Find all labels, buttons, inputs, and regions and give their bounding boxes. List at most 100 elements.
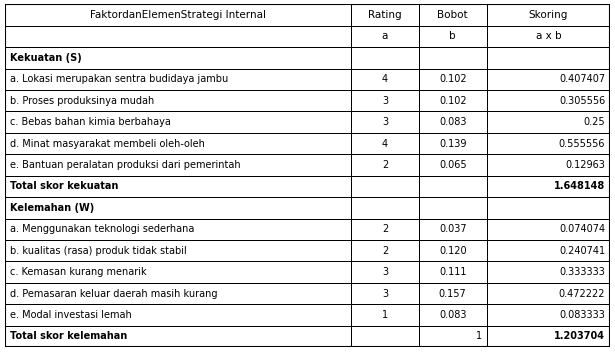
- Text: 0.407407: 0.407407: [559, 74, 605, 84]
- Bar: [5, 197, 351, 219]
- Bar: [486, 4, 610, 26]
- Bar: [351, 197, 419, 219]
- Text: 0.083333: 0.083333: [560, 310, 605, 320]
- Bar: [5, 283, 351, 304]
- Bar: [351, 133, 419, 154]
- Bar: [419, 4, 486, 26]
- Bar: [419, 133, 486, 154]
- Text: 1: 1: [475, 331, 482, 341]
- Bar: [486, 219, 610, 240]
- Bar: [5, 304, 351, 326]
- Bar: [5, 90, 351, 111]
- Text: 4: 4: [382, 138, 388, 148]
- Text: a: a: [382, 31, 388, 41]
- Bar: [5, 326, 351, 347]
- Bar: [5, 26, 351, 47]
- Text: 0.074074: 0.074074: [559, 224, 605, 234]
- Text: 0.102: 0.102: [439, 74, 467, 84]
- Bar: [419, 304, 486, 326]
- Text: 0.240741: 0.240741: [559, 246, 605, 256]
- Bar: [351, 240, 419, 261]
- Bar: [419, 47, 486, 69]
- Bar: [419, 261, 486, 283]
- Text: e. Modal investasi lemah: e. Modal investasi lemah: [10, 310, 132, 320]
- Text: 0.472222: 0.472222: [559, 288, 605, 299]
- Bar: [486, 197, 610, 219]
- Bar: [486, 283, 610, 304]
- Text: 4: 4: [382, 74, 388, 84]
- Bar: [419, 111, 486, 133]
- Text: e. Bantuan peralatan produksi dari pemerintah: e. Bantuan peralatan produksi dari pemer…: [10, 160, 240, 170]
- Bar: [419, 240, 486, 261]
- Bar: [486, 154, 610, 176]
- Bar: [486, 326, 610, 347]
- Text: 0.120: 0.120: [439, 246, 467, 256]
- Bar: [351, 111, 419, 133]
- Text: 2: 2: [382, 160, 388, 170]
- Text: 1.203704: 1.203704: [554, 331, 605, 341]
- Text: Skoring: Skoring: [529, 10, 568, 20]
- Bar: [419, 176, 486, 197]
- Bar: [486, 261, 610, 283]
- Bar: [486, 133, 610, 154]
- Text: 0.111: 0.111: [439, 267, 467, 277]
- Text: FaktordanElemenStrategi Internal: FaktordanElemenStrategi Internal: [90, 10, 266, 20]
- Text: a. Lokasi merupakan sentra budidaya jambu: a. Lokasi merupakan sentra budidaya jamb…: [10, 74, 228, 84]
- Text: c. Bebas bahan kimia berbahaya: c. Bebas bahan kimia berbahaya: [10, 117, 170, 127]
- Bar: [419, 326, 486, 347]
- Text: 0.083: 0.083: [439, 310, 467, 320]
- Bar: [419, 26, 486, 47]
- Text: 0.305556: 0.305556: [559, 96, 605, 106]
- Bar: [486, 111, 610, 133]
- Bar: [351, 261, 419, 283]
- Text: 2: 2: [382, 224, 388, 234]
- Bar: [5, 4, 351, 26]
- Bar: [351, 304, 419, 326]
- Bar: [5, 47, 351, 69]
- Bar: [351, 26, 419, 47]
- Text: a. Menggunakan teknologi sederhana: a. Menggunakan teknologi sederhana: [10, 224, 194, 234]
- Bar: [486, 90, 610, 111]
- Text: 0.333333: 0.333333: [560, 267, 605, 277]
- Bar: [5, 69, 351, 90]
- Text: 3: 3: [382, 117, 388, 127]
- Text: 3: 3: [382, 267, 388, 277]
- Bar: [486, 176, 610, 197]
- Text: 0.555556: 0.555556: [559, 138, 605, 148]
- Bar: [419, 154, 486, 176]
- Bar: [351, 69, 419, 90]
- Bar: [486, 69, 610, 90]
- Bar: [351, 219, 419, 240]
- Bar: [351, 154, 419, 176]
- Bar: [419, 219, 486, 240]
- Bar: [486, 26, 610, 47]
- Bar: [486, 47, 610, 69]
- Text: a x b: a x b: [536, 31, 561, 41]
- Bar: [419, 90, 486, 111]
- Text: b: b: [450, 31, 456, 41]
- Bar: [351, 90, 419, 111]
- Bar: [351, 47, 419, 69]
- Bar: [5, 111, 351, 133]
- Text: 0.139: 0.139: [439, 138, 467, 148]
- Bar: [351, 4, 419, 26]
- Text: d. Minat masyarakat membeli oleh-oleh: d. Minat masyarakat membeli oleh-oleh: [10, 138, 205, 148]
- Bar: [351, 176, 419, 197]
- Text: d. Pemasaran keluar daerah masih kurang: d. Pemasaran keluar daerah masih kurang: [10, 288, 217, 299]
- Text: Rating: Rating: [368, 10, 402, 20]
- Bar: [419, 69, 486, 90]
- Bar: [419, 283, 486, 304]
- Text: b. kualitas (rasa) produk tidak stabil: b. kualitas (rasa) produk tidak stabil: [10, 246, 186, 256]
- Text: 0.065: 0.065: [439, 160, 467, 170]
- Text: Kelemahan (W): Kelemahan (W): [10, 203, 94, 213]
- Text: 0.157: 0.157: [439, 288, 467, 299]
- Text: 3: 3: [382, 96, 388, 106]
- Bar: [5, 261, 351, 283]
- Bar: [5, 219, 351, 240]
- Bar: [5, 240, 351, 261]
- Bar: [419, 197, 486, 219]
- Bar: [486, 240, 610, 261]
- Text: 0.083: 0.083: [439, 117, 467, 127]
- Bar: [351, 326, 419, 347]
- Text: 3: 3: [382, 288, 388, 299]
